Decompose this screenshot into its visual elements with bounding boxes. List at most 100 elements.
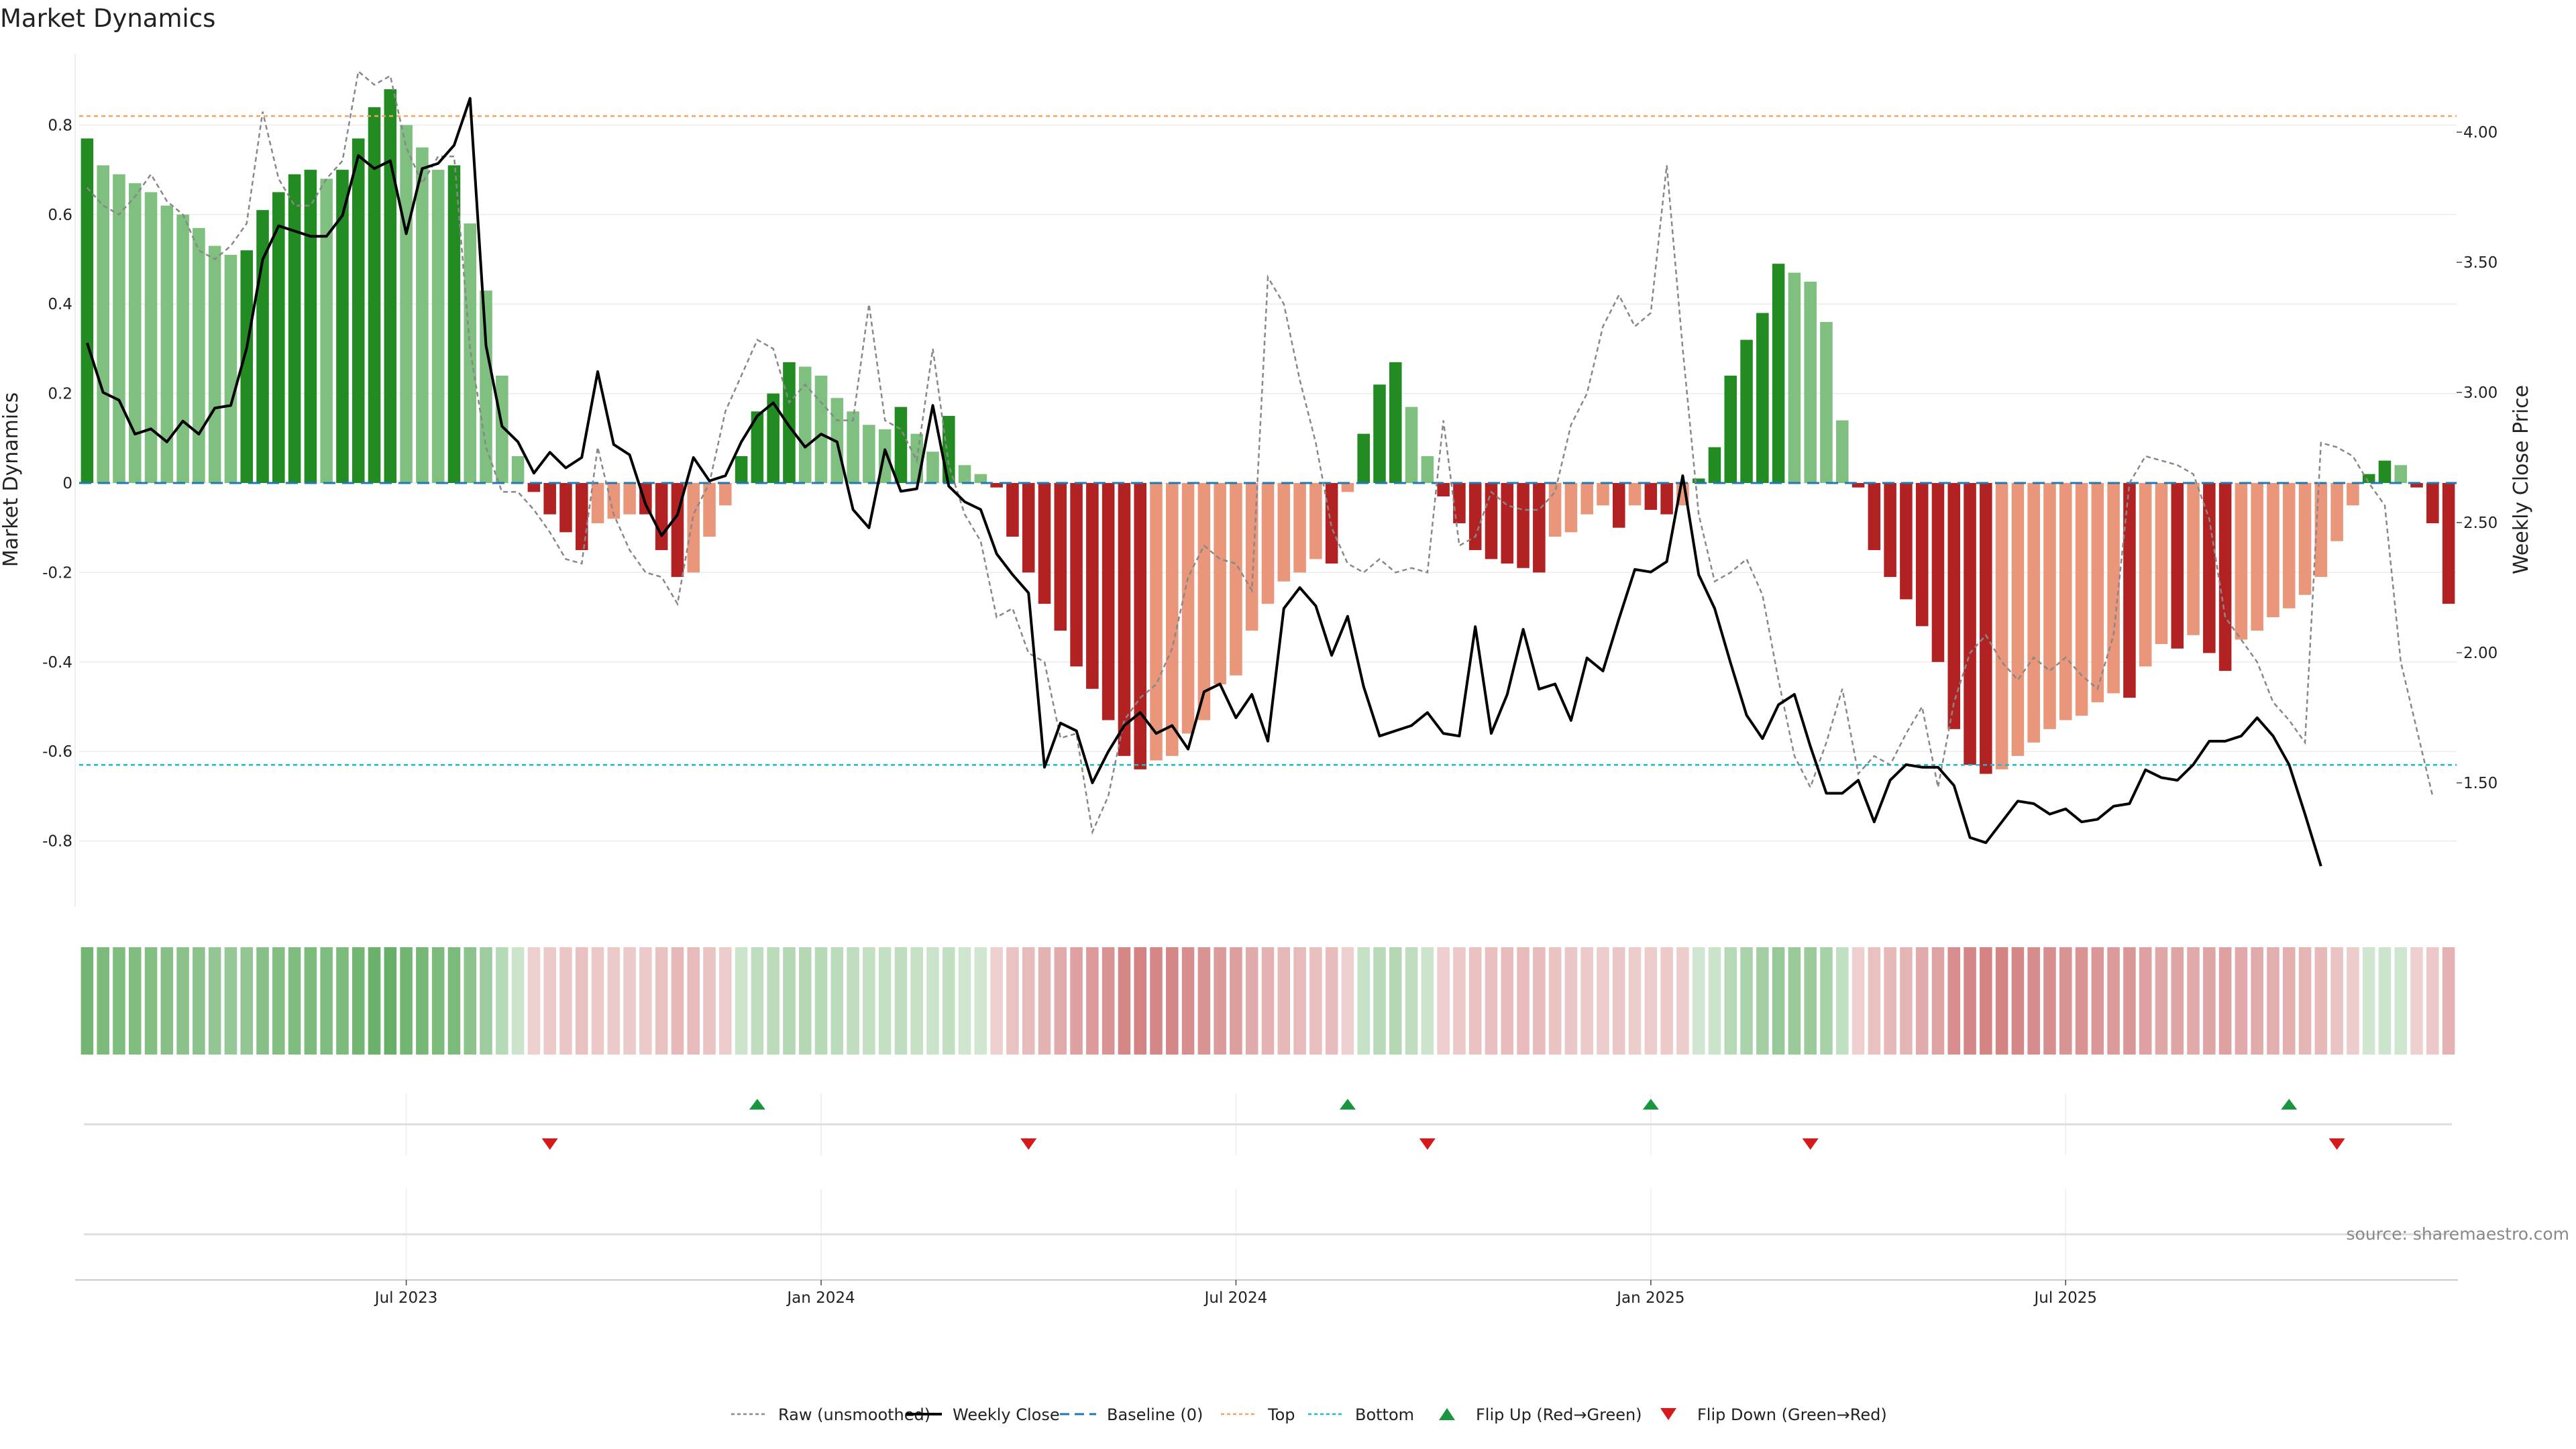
bar — [1357, 433, 1370, 483]
flip-markers-panel — [84, 1093, 2452, 1155]
heat-cell — [783, 947, 796, 1055]
bar — [2330, 483, 2343, 541]
legend-item-raw: Raw (unsmoothed) — [731, 1405, 930, 1424]
heat-cell — [176, 947, 189, 1055]
heat-cell — [2027, 947, 2040, 1055]
legend-label: Bottom — [1355, 1405, 1414, 1424]
heat-cell — [1900, 947, 1913, 1055]
heat-cell — [2171, 947, 2184, 1055]
bar — [958, 465, 971, 483]
bar — [1724, 375, 1737, 483]
heat-cell — [400, 947, 413, 1055]
heat-cell — [384, 947, 397, 1055]
bar — [1277, 483, 1291, 582]
bar — [2091, 483, 2104, 702]
bar — [1947, 483, 1961, 729]
bar — [2362, 474, 2375, 483]
bar — [1804, 281, 1817, 483]
x-tick-label: Jul 2023 — [374, 1289, 438, 1307]
bar — [719, 483, 732, 506]
legend-label: Flip Up (Red→Green) — [1476, 1405, 1642, 1424]
flip-up-marker — [2281, 1099, 2298, 1110]
heat-cell — [1692, 947, 1705, 1055]
bar — [703, 483, 716, 537]
heat-cell — [591, 947, 604, 1055]
bar — [208, 246, 221, 483]
heat-cell — [1660, 947, 1673, 1055]
heat-cell — [1197, 947, 1211, 1055]
bar — [1373, 384, 1386, 483]
heat-cell — [814, 947, 828, 1055]
bar — [304, 170, 317, 483]
bar — [320, 178, 333, 483]
heat-cell — [240, 947, 254, 1055]
heat-cell — [1086, 947, 1099, 1055]
bar — [224, 254, 237, 483]
bar — [798, 366, 812, 483]
bar — [1309, 483, 1322, 559]
heat-cell — [1851, 947, 1865, 1055]
legend: Raw (unsmoothed) Weekly Close Baseline (0)… — [731, 1405, 1887, 1424]
y-tick-label-right: 3.00 — [2463, 384, 2498, 402]
heat-cell — [2107, 947, 2120, 1055]
heat-cell — [623, 947, 636, 1055]
y-axis-label-right: Weekly Close Price — [2510, 385, 2533, 574]
heat-cell — [2298, 947, 2312, 1055]
bar — [2235, 483, 2248, 640]
bar — [735, 455, 748, 483]
y-tick-label-left: -0.2 — [42, 564, 72, 582]
heat-cell — [128, 947, 142, 1055]
heat-cell — [288, 947, 301, 1055]
heat-cell — [1884, 947, 1896, 1055]
heat-cell — [1868, 947, 1881, 1055]
bar — [1102, 483, 1115, 720]
heat-cell — [1676, 947, 1689, 1055]
bar — [511, 455, 525, 483]
bar — [97, 165, 109, 483]
heat-cell — [1070, 947, 1083, 1055]
heat-cell — [1835, 947, 1849, 1055]
bar — [368, 107, 381, 484]
heat-cell — [1772, 947, 1785, 1055]
bar — [2011, 483, 2025, 756]
bar — [1150, 483, 1163, 761]
legend-item-flipdown: Flip Down (Green→Red) — [1660, 1405, 1887, 1424]
heat-cell — [1357, 947, 1370, 1055]
heat-cell — [719, 947, 732, 1055]
bar — [288, 174, 301, 483]
y-axis-label-left: Market Dynamics — [0, 392, 23, 568]
bar — [2203, 483, 2216, 653]
bar — [1453, 483, 1466, 524]
heat-cell — [1325, 947, 1338, 1055]
y-tick-label-left: 0.2 — [48, 386, 72, 403]
heat-cell — [1389, 947, 1402, 1055]
bar — [863, 425, 875, 483]
heat-cell — [1102, 947, 1115, 1055]
y-tick-label-left: 0.8 — [48, 117, 72, 134]
bar — [1788, 272, 1801, 483]
bar — [1070, 483, 1083, 667]
bar — [2123, 483, 2136, 698]
heat-cell — [751, 947, 764, 1055]
bar — [2187, 483, 2200, 635]
heat-cell — [113, 947, 125, 1055]
heat-cell — [1421, 947, 1434, 1055]
heat-cell — [2314, 947, 2328, 1055]
heat-cell — [193, 947, 205, 1055]
heat-cell — [2203, 947, 2216, 1055]
bar — [1389, 362, 1402, 483]
heat-cell — [1564, 947, 1578, 1055]
heat-cell — [1597, 947, 1609, 1055]
flip-down-marker — [1802, 1138, 1819, 1150]
bar — [128, 183, 142, 483]
bar — [1517, 483, 1529, 568]
y-tick-label-left: -0.8 — [42, 833, 72, 851]
heat-cell — [1708, 947, 1721, 1055]
bar — [2218, 483, 2232, 672]
heat-cell — [97, 947, 109, 1055]
heat-cell — [1054, 947, 1067, 1055]
bar — [1692, 478, 1705, 483]
legend-label: Baseline (0) — [1107, 1405, 1203, 1424]
bar — [1964, 483, 1976, 765]
heat-cell — [447, 947, 461, 1055]
